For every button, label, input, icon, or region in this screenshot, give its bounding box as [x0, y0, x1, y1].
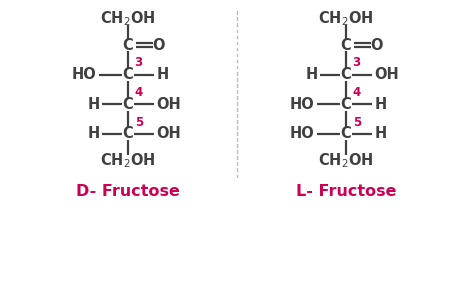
Text: H: H [374, 97, 387, 112]
Text: C: C [123, 97, 133, 112]
Text: C: C [341, 126, 351, 142]
Text: C: C [341, 38, 351, 53]
Text: 4: 4 [135, 86, 143, 99]
Text: CH$_2$OH: CH$_2$OH [100, 151, 155, 170]
Text: OH: OH [374, 67, 399, 82]
Text: H: H [87, 97, 100, 112]
Text: 3: 3 [135, 56, 143, 69]
Text: O: O [153, 38, 165, 53]
Text: CH$_2$OH: CH$_2$OH [100, 9, 155, 28]
Text: H: H [374, 126, 387, 142]
Text: 3: 3 [353, 56, 361, 69]
Text: C: C [123, 126, 133, 142]
Text: D- Fructose: D- Fructose [76, 184, 180, 199]
Text: CH$_2$OH: CH$_2$OH [319, 151, 374, 170]
Text: 5: 5 [353, 116, 361, 129]
Text: HO: HO [290, 97, 315, 112]
Text: C: C [123, 38, 133, 53]
Text: C: C [341, 67, 351, 82]
Text: HO: HO [290, 126, 315, 142]
Text: OH: OH [156, 126, 181, 142]
Text: 4: 4 [353, 86, 361, 99]
Text: H: H [87, 126, 100, 142]
Text: OH: OH [156, 97, 181, 112]
Text: O: O [371, 38, 383, 53]
Text: L- Fructose: L- Fructose [296, 184, 396, 199]
Text: 5: 5 [135, 116, 143, 129]
Text: HO: HO [72, 67, 97, 82]
Text: H: H [305, 67, 318, 82]
Text: C: C [123, 67, 133, 82]
Text: C: C [341, 97, 351, 112]
Text: CH$_2$OH: CH$_2$OH [319, 9, 374, 28]
Text: H: H [156, 67, 169, 82]
